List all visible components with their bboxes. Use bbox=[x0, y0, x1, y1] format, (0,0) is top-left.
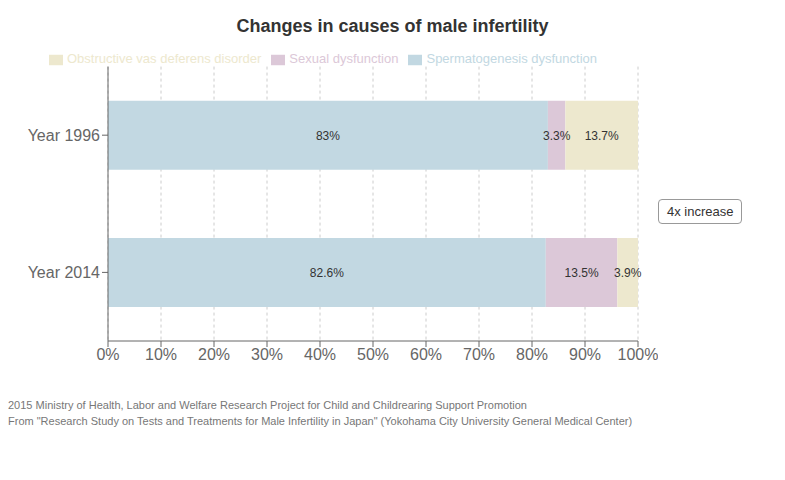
svg-text:3.9%: 3.9% bbox=[614, 266, 642, 280]
html-text:Obstructive vas deferens disor: Obstructive vas deferens disorder bbox=[67, 51, 262, 66]
html-text:Spermatogenesis dysfunction: Spermatogenesis dysfunction bbox=[426, 51, 597, 66]
svg-text:50%: 50% bbox=[357, 346, 389, 363]
svg-text:70%: 70% bbox=[463, 346, 495, 363]
svg-text:90%: 90% bbox=[569, 346, 601, 363]
html-text:4x increase: 4x increase bbox=[667, 203, 734, 219]
svg-text:3.3%: 3.3% bbox=[543, 129, 571, 143]
svg-text:13.7%: 13.7% bbox=[585, 129, 619, 143]
svg-text:Year 2014: Year 2014 bbox=[28, 264, 100, 281]
html-text:Sexual dysfunction: Sexual dysfunction bbox=[289, 51, 399, 66]
svg-text:20%: 20% bbox=[198, 346, 230, 363]
svg-text:40%: 40% bbox=[304, 346, 336, 363]
html-text:Changes in causes of male infe: Changes in causes of male infertility bbox=[236, 16, 549, 36]
svg-text:10%: 10% bbox=[145, 346, 177, 363]
svg-text:100%: 100% bbox=[618, 346, 658, 363]
svg-text:83%: 83% bbox=[316, 129, 340, 143]
svg-text:82.6%: 82.6% bbox=[310, 266, 344, 280]
svg-text:60%: 60% bbox=[410, 346, 442, 363]
svg-text:30%: 30% bbox=[251, 346, 283, 363]
svg-text:Year 1996: Year 1996 bbox=[28, 127, 100, 144]
svg-text:0%: 0% bbox=[96, 346, 119, 363]
svg-text:80%: 80% bbox=[516, 346, 548, 363]
html-text:From "Research Study on Tests: From "Research Study on Tests and Treatm… bbox=[8, 415, 633, 427]
html-text:2015 Ministry of Health, Labor: 2015 Ministry of Health, Labor and Welfa… bbox=[8, 399, 527, 411]
svg-text:13.5%: 13.5% bbox=[565, 266, 599, 280]
